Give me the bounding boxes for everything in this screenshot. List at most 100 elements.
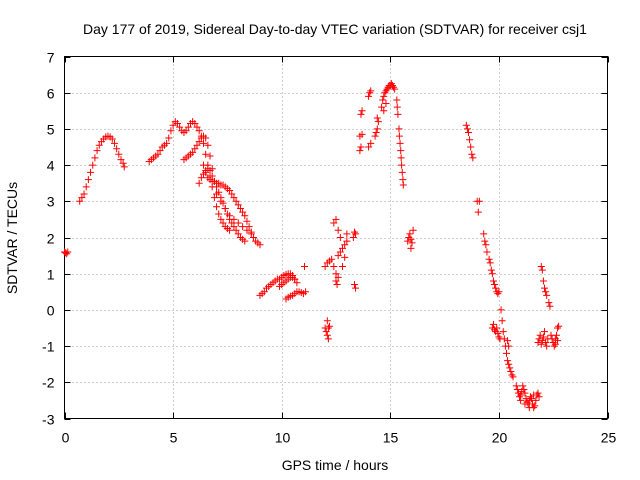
data-point (336, 234, 344, 241)
y-tick-label: -2 (42, 375, 55, 391)
y-tick-label: -3 (42, 412, 55, 428)
data-point (508, 371, 516, 379)
data-point (531, 402, 539, 410)
data-point (388, 81, 396, 89)
data-point (463, 125, 471, 133)
data-point (95, 141, 103, 149)
y-tick-label: 0 (47, 303, 55, 319)
data-point (393, 103, 401, 111)
data-point (537, 340, 545, 348)
data-point (406, 230, 414, 238)
data-point (538, 266, 546, 274)
data-point (358, 130, 366, 138)
data-point (467, 143, 475, 151)
data-point (550, 342, 558, 350)
data-point (119, 159, 127, 167)
data-point (195, 127, 203, 135)
data-point (322, 328, 330, 336)
data-point (495, 333, 503, 341)
data-point (527, 395, 535, 403)
data-point (330, 262, 338, 270)
data-point (481, 237, 489, 245)
data-point (193, 141, 201, 149)
data-point (494, 329, 502, 337)
data-point (89, 161, 97, 169)
y-tick-label: 1 (47, 267, 55, 283)
data-point (78, 194, 86, 202)
data-point (334, 273, 342, 281)
data-point (480, 230, 488, 238)
data-point (504, 337, 512, 345)
data-point (486, 259, 494, 267)
data-point (500, 335, 508, 343)
data-point (226, 186, 234, 194)
x-tick-label: 15 (383, 430, 399, 446)
data-point (505, 342, 513, 350)
data-point (507, 367, 515, 375)
y-tick-label: 3 (47, 194, 55, 210)
data-point (234, 230, 242, 238)
data-point (115, 150, 123, 158)
data-point (176, 123, 184, 131)
data-point (321, 262, 329, 270)
data-point (182, 127, 190, 135)
data-point (512, 382, 520, 390)
data-point (210, 194, 218, 202)
data-point (409, 226, 417, 234)
data-point (236, 205, 244, 213)
data-point (202, 134, 210, 142)
data-point (84, 176, 92, 184)
data-point (509, 373, 517, 381)
axis-ticks: 0 5 10 15 20 25 -3 -2 -1 0 1 2 3 4 5 6 7 (42, 50, 616, 446)
data-point (367, 139, 375, 147)
data-point (390, 83, 398, 91)
data-point (204, 141, 212, 149)
data-point (241, 212, 249, 220)
data-point (538, 337, 546, 345)
data-point (165, 134, 173, 142)
data-point (191, 145, 199, 153)
grid (64, 56, 608, 419)
y-tick-label: 4 (47, 158, 55, 174)
y-axis-label: SDTVAR / TECUs (4, 182, 20, 294)
data-point (534, 338, 542, 346)
data-point (551, 340, 559, 348)
data-point (373, 114, 381, 122)
data-point (120, 163, 128, 171)
data-point (374, 118, 382, 126)
data-point (495, 288, 503, 296)
data-point (543, 291, 551, 299)
data-point (506, 364, 514, 372)
data-point (200, 161, 208, 169)
data-point (541, 284, 549, 292)
data-point (325, 322, 333, 330)
data-point (341, 241, 349, 249)
data-point (539, 277, 547, 285)
data-point (343, 230, 351, 238)
data-point (554, 337, 562, 345)
data-point (330, 219, 338, 227)
data-point (552, 331, 560, 339)
data-point (397, 154, 405, 162)
data-point (396, 139, 404, 147)
data-point (202, 168, 210, 176)
data-point (163, 139, 171, 147)
data-point (324, 335, 332, 343)
data-point (226, 212, 234, 220)
data-point (206, 152, 214, 160)
data-point (230, 194, 238, 202)
x-axis-label: GPS time / hours (282, 457, 389, 473)
data-point (191, 119, 199, 127)
data-point (173, 119, 181, 127)
data-point (357, 110, 365, 118)
x-tick-label: 25 (601, 430, 617, 446)
data-point (339, 244, 347, 252)
data-point (499, 328, 507, 336)
data-point (399, 181, 407, 189)
data-point (380, 107, 388, 115)
data-point (513, 386, 521, 394)
data-point (482, 241, 490, 249)
data-point (407, 244, 415, 252)
data-point (226, 226, 234, 234)
